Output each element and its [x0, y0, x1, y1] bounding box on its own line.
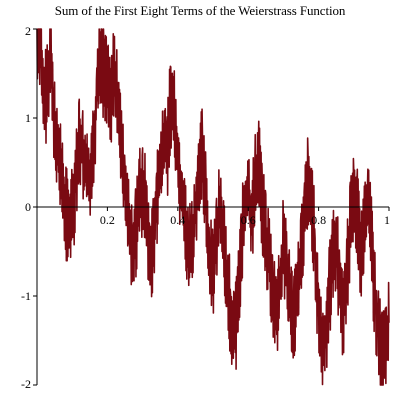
y-tick-label: -1	[21, 289, 31, 303]
x-tick-label: 0.2	[100, 213, 115, 227]
chart-title: Sum of the First Eight Terms of the Weie…	[54, 3, 346, 18]
x-tick-label: 0.4	[170, 213, 185, 227]
x-tick-label: 0.8	[311, 213, 326, 227]
y-tick-label: 2	[25, 24, 31, 38]
y-tick-label: -2	[21, 377, 31, 391]
y-tick-label: 1	[25, 111, 31, 125]
series-layer	[36, 28, 390, 386]
x-tick-label: 1	[384, 213, 390, 227]
y-tick-label: 0	[25, 200, 31, 214]
series-line	[36, 28, 390, 386]
axes-layer: 0.2 0.4 0.6 0.8 1 -2 -1 0 1 2	[21, 24, 390, 391]
x-tick-label: 0.6	[241, 213, 256, 227]
